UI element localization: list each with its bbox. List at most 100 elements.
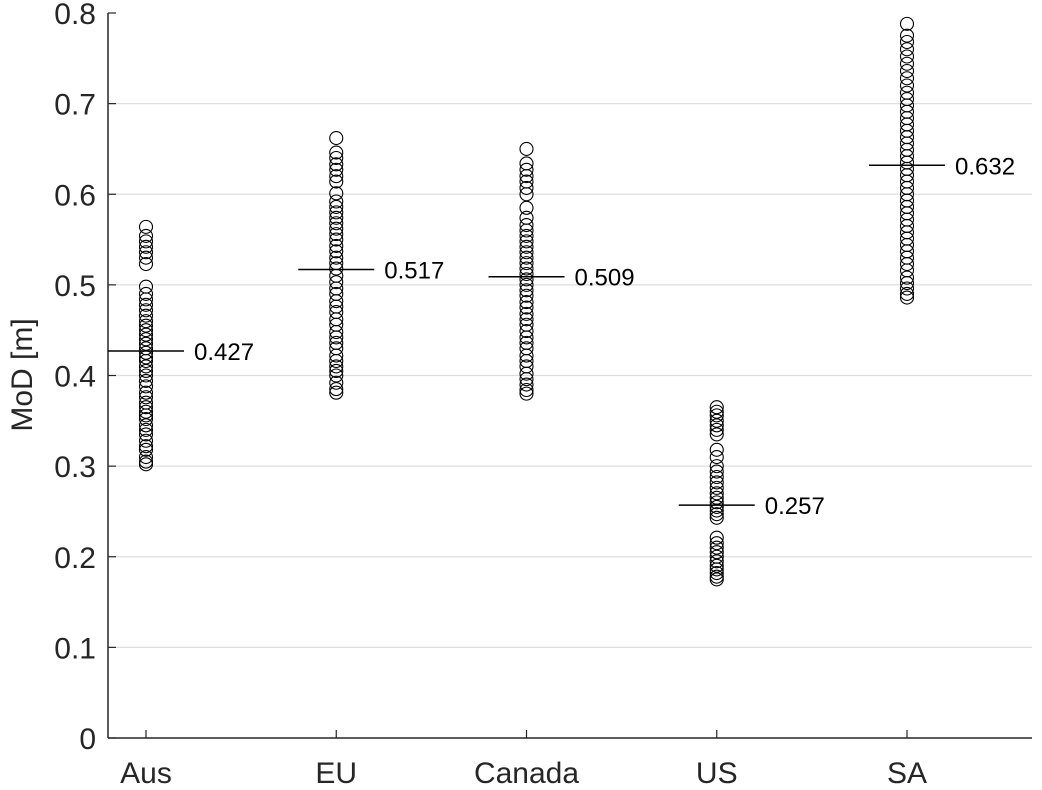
data-point <box>329 250 344 265</box>
data-point <box>138 245 154 260</box>
data-point <box>138 308 154 323</box>
data-point <box>899 16 915 31</box>
data-point <box>519 200 534 215</box>
data-point <box>899 28 915 43</box>
data-point <box>709 510 724 525</box>
data-point <box>519 277 534 292</box>
data-point <box>329 227 344 242</box>
y-tick-label: 0 <box>79 723 96 756</box>
data-point <box>899 281 915 296</box>
data-point <box>519 272 534 287</box>
data-point <box>519 156 534 171</box>
data-point <box>329 216 344 231</box>
mean-value-label: 0.427 <box>194 339 254 366</box>
data-point <box>709 569 724 584</box>
data-point <box>329 286 344 301</box>
data-point <box>519 256 534 271</box>
data-point <box>329 244 344 259</box>
data-point <box>138 450 154 465</box>
data-point <box>519 180 534 195</box>
data-point <box>709 530 724 545</box>
data-point <box>329 145 344 160</box>
y-tick-label: 0.2 <box>54 542 96 575</box>
data-point <box>329 150 344 166</box>
data-point <box>519 341 534 356</box>
mean-value-label: 0.509 <box>575 265 635 292</box>
data-point <box>709 486 724 501</box>
data-point <box>709 408 724 423</box>
data-point <box>138 314 154 329</box>
data-point <box>138 363 154 379</box>
data-point <box>138 385 154 400</box>
data-point <box>519 162 534 177</box>
data-point <box>329 157 344 172</box>
data-point <box>138 373 154 388</box>
x-axis-ticks: Aus EU Canada US SA <box>120 730 927 790</box>
data-point <box>899 63 915 79</box>
data-point <box>138 234 154 249</box>
data-point <box>329 194 344 209</box>
data-point <box>709 427 724 442</box>
data-point <box>899 290 915 305</box>
x-tick-label: US <box>696 757 738 790</box>
x-tick-label: Aus <box>120 757 172 790</box>
data-point <box>138 400 154 415</box>
data-point <box>329 305 344 320</box>
data-point <box>329 210 344 225</box>
data-point <box>709 495 724 510</box>
data-point <box>899 56 915 71</box>
data-point <box>138 359 154 374</box>
mean-value-label: 0.632 <box>955 153 1015 180</box>
data-point <box>138 411 154 427</box>
data-points <box>138 16 915 587</box>
data-point <box>329 199 344 214</box>
data-point <box>329 131 344 146</box>
data-point <box>709 464 724 479</box>
y-tick-label: 0.6 <box>54 179 96 212</box>
data-point <box>519 239 534 254</box>
data-point <box>329 221 344 236</box>
data-point <box>329 186 344 201</box>
data-point <box>709 400 724 415</box>
y-tick-label: 0.1 <box>54 632 96 665</box>
data-point <box>709 450 724 465</box>
data-point <box>519 174 534 189</box>
data-point <box>329 232 344 247</box>
data-point <box>138 332 154 347</box>
data-point <box>899 34 915 50</box>
y-gridlines <box>108 103 1032 648</box>
data-point <box>899 92 915 107</box>
data-point <box>138 345 154 360</box>
data-point <box>709 540 724 555</box>
data-point <box>329 205 344 220</box>
data-point <box>329 261 344 276</box>
data-point <box>519 288 534 303</box>
data-point <box>138 395 154 410</box>
data-point <box>138 239 154 254</box>
data-point <box>519 324 534 339</box>
data-point <box>329 169 344 184</box>
data-point <box>709 442 724 457</box>
data-point <box>138 422 154 437</box>
mean-value-label: 0.257 <box>765 493 825 520</box>
data-point <box>519 250 534 265</box>
data-point <box>899 270 915 285</box>
x-tick-label: EU <box>315 757 357 790</box>
data-point <box>138 390 154 405</box>
data-point <box>138 368 154 383</box>
data-point <box>329 341 344 356</box>
data-point <box>899 42 915 57</box>
data-point <box>899 49 915 64</box>
data-point <box>138 286 154 301</box>
data-point <box>709 499 724 514</box>
data-point <box>519 283 534 298</box>
mean-value-label: 0.517 <box>384 257 444 284</box>
data-point <box>709 413 724 428</box>
y-axis-title: MoD [m] <box>6 318 39 431</box>
y-tick-label: 0.5 <box>54 270 96 303</box>
y-tick-label: 0.7 <box>54 89 96 122</box>
data-point <box>709 545 724 560</box>
data-point <box>519 245 534 260</box>
data-point <box>709 554 724 569</box>
